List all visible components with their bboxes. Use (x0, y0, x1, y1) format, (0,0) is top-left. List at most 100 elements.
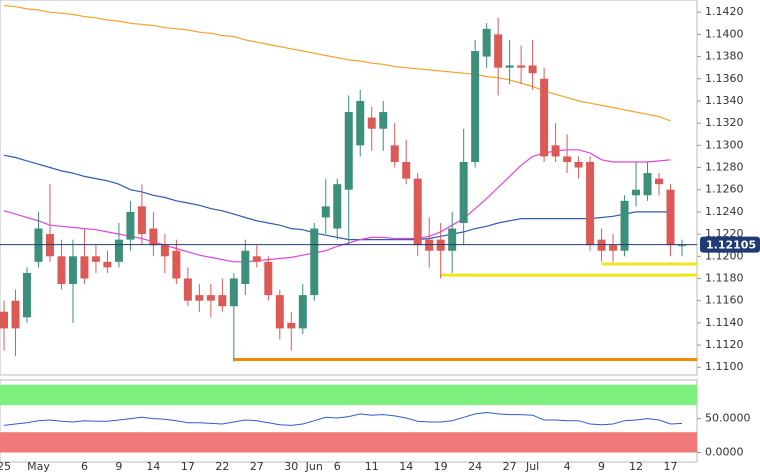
candle-body (517, 65, 526, 68)
x-tick-label: 25 (0, 460, 11, 473)
y-tick-label: 1.1420 (705, 5, 744, 18)
oscillator-line (3, 411, 683, 426)
candle-body (413, 178, 422, 246)
candle-body (252, 256, 261, 262)
candle-body (379, 112, 388, 129)
candle-body (356, 100, 365, 146)
candle-body (149, 228, 158, 246)
x-tick-label: 6 (81, 460, 88, 473)
x-tick-label: 19 (434, 460, 448, 473)
main-frame (0, 0, 698, 376)
y-tick-label: 1.1100 (705, 360, 744, 373)
candle-body (367, 117, 376, 129)
x-tick-label: 27 (503, 460, 517, 473)
x-tick-label: 30 (284, 460, 298, 473)
zone (0, 432, 697, 453)
candle-body (160, 245, 169, 257)
last-price-box (700, 236, 760, 253)
candle-body (344, 112, 353, 190)
y-tick-label: 50.0000 (705, 412, 751, 425)
y-tick-label: 1.1140 (705, 316, 744, 329)
candle-body (333, 184, 342, 229)
candle-body (390, 145, 399, 162)
x-tick-label: May (27, 460, 50, 473)
moving-average (3, 4, 671, 122)
candle-body (22, 272, 31, 318)
candle-body (45, 234, 54, 257)
candle-body (436, 239, 445, 251)
candle-body (609, 245, 618, 251)
candle-body (183, 278, 192, 301)
candle-body (218, 295, 227, 307)
y-tick-label: 1.1380 (705, 50, 744, 63)
candle-body (137, 206, 146, 235)
y-tick-label: 0.0000 (705, 446, 744, 459)
y-tick-label: 1.1260 (705, 183, 744, 196)
candle-body (229, 278, 238, 307)
candle-body (11, 300, 20, 329)
candle-body (195, 295, 204, 301)
candle-body (264, 261, 273, 296)
candle-body (172, 250, 181, 279)
candle-body (402, 161, 411, 179)
x-tick-label: 9 (598, 460, 605, 473)
y-tick-label: 1.1180 (705, 271, 744, 284)
x-tick-label: 24 (468, 460, 482, 473)
x-tick-label: 11 (365, 460, 379, 473)
y-tick-label: 1.1340 (705, 94, 744, 107)
x-tick-label: 4 (564, 460, 571, 473)
candle-body (678, 245, 686, 247)
candle-body (597, 239, 606, 251)
candle-body (287, 322, 296, 329)
x-tick-label: 12 (629, 460, 643, 473)
candle-body (459, 161, 468, 224)
candle-body (126, 211, 135, 240)
candle-body (666, 189, 675, 246)
x-tick-label: 22 (215, 460, 229, 473)
candle-body (91, 256, 100, 262)
candle-body (620, 200, 629, 251)
candle-body (551, 145, 560, 157)
candle-body (540, 78, 549, 157)
candle-body (206, 295, 215, 301)
candle-body (505, 65, 514, 68)
x-tick-label: 14 (146, 460, 160, 473)
candle-body (310, 228, 319, 296)
candle-body (425, 239, 434, 251)
candle-body (321, 206, 330, 218)
y-tick-label: 1.1300 (705, 138, 744, 151)
candle-body (494, 34, 503, 68)
candle-body (632, 189, 641, 196)
sub-frame (0, 379, 698, 463)
y-tick-label: 1.1120 (705, 338, 744, 351)
candle-body (448, 228, 457, 251)
candle-body (298, 295, 307, 329)
candle-body (471, 51, 480, 162)
candle-body (103, 261, 112, 268)
candle-body (80, 256, 89, 279)
x-tick-label: 17 (181, 460, 195, 473)
zone (0, 384, 697, 406)
candle-body (574, 161, 583, 168)
x-tick-label: Jun (305, 460, 323, 473)
candle-body (275, 295, 284, 329)
candle-body (563, 156, 572, 162)
y-tick-label: 1.1240 (705, 205, 744, 218)
candle-body (528, 65, 537, 74)
y-tick-label: 1.1400 (705, 27, 744, 40)
y-tick-label: 1.1280 (705, 161, 744, 174)
y-tick-label: 1.1360 (705, 72, 744, 85)
candle-body (114, 239, 123, 262)
candle-body (34, 228, 43, 262)
candle-body (68, 256, 77, 285)
x-tick-label: 9 (115, 460, 122, 473)
x-tick-label: 14 (399, 460, 413, 473)
candle-body (57, 256, 66, 285)
x-tick-label: 6 (334, 460, 341, 473)
candle-body (586, 161, 595, 246)
candle-body (482, 28, 491, 57)
x-tick-label: 17 (664, 460, 678, 473)
y-tick-label: 1.1320 (705, 116, 744, 129)
x-tick-label: 27 (250, 460, 264, 473)
y-tick-label: 1.1160 (705, 294, 744, 307)
